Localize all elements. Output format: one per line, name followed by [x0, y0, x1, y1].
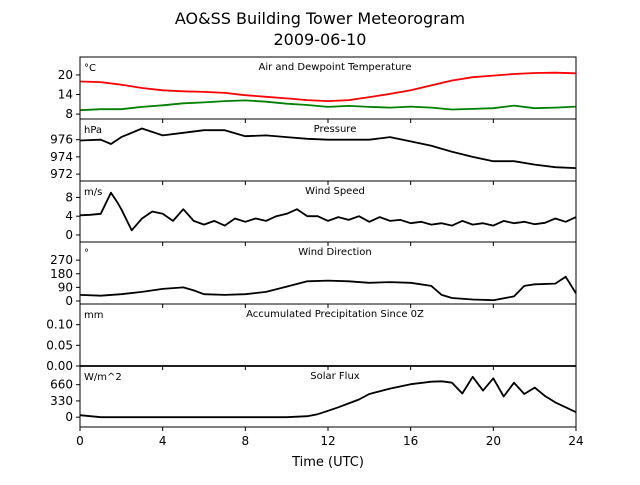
series-line — [79, 99, 577, 112]
y-tick-label: 90 — [58, 280, 73, 294]
y-tick-label: 0 — [65, 228, 73, 242]
panel: 0.00 0.05 0.10 mm Accumulated Precipitation … — [46, 303, 577, 373]
y-tick-label: 330 — [50, 394, 73, 408]
panel-title: Air and Dewpoint Temperature — [259, 62, 412, 73]
x-tick-label: 12 — [320, 434, 335, 448]
chart-title: AO&SS Building Tower Meteorogram — [175, 9, 465, 28]
y-tick-label: 180 — [50, 267, 73, 281]
series-line — [79, 191, 577, 232]
panel: 0 4 8 m/s Wind Speed — [65, 180, 577, 246]
panel-title: Solar Flux — [310, 371, 360, 382]
panel: 972 974 976 hPa Pressure — [50, 118, 577, 185]
panel: 8 14 20 °C Air and Dewpoint Temperature — [58, 56, 577, 123]
x-axis-label: Time (UTC) — [291, 455, 364, 470]
panel-unit-label: °C — [84, 63, 96, 74]
panel-unit-label: W/m^2 — [84, 372, 122, 383]
panel-title: Accumulated Precipitation Since 0Z — [246, 309, 424, 320]
panel-unit-label: mm — [84, 310, 103, 321]
panel-unit-label: ° — [84, 248, 89, 259]
y-tick-label: 0 — [65, 294, 73, 308]
panel-title: Wind Speed — [305, 186, 365, 197]
x-tick-label: 8 — [242, 434, 250, 448]
series-line — [79, 127, 577, 169]
y-tick-label: 0 — [65, 410, 73, 424]
panel-unit-label: hPa — [84, 125, 102, 136]
series-line — [79, 375, 577, 419]
x-tick-label: 24 — [568, 434, 583, 448]
y-tick-label: 0.05 — [46, 338, 73, 352]
panel-title: Wind Direction — [298, 247, 372, 258]
x-tick-label: 0 — [76, 434, 84, 448]
y-tick-label: 20 — [58, 68, 73, 82]
chart-subtitle: 2009-06-10 — [274, 30, 367, 49]
x-tick-label: 16 — [403, 434, 418, 448]
y-tick-label: 270 — [50, 253, 73, 267]
y-tick-label: 8 — [65, 190, 73, 204]
series-line — [79, 71, 577, 102]
panel-title: Pressure — [314, 124, 357, 135]
y-tick-label: 14 — [58, 88, 73, 102]
panel-unit-label: m/s — [84, 187, 102, 198]
y-tick-label: 4 — [65, 209, 73, 223]
y-tick-label: 974 — [50, 150, 73, 164]
x-tick-label: 20 — [486, 434, 501, 448]
y-tick-label: 976 — [50, 133, 73, 147]
panel: 0 330 660 W/m^2 Solar Flux — [50, 365, 577, 431]
y-tick-label: 972 — [50, 167, 73, 181]
series-line — [79, 275, 577, 302]
y-tick-label: 660 — [50, 378, 73, 392]
y-tick-label: 8 — [65, 107, 73, 121]
y-tick-label: 0.00 — [46, 359, 73, 373]
y-tick-label: 0.10 — [46, 318, 73, 332]
x-tick-label: 4 — [159, 434, 167, 448]
